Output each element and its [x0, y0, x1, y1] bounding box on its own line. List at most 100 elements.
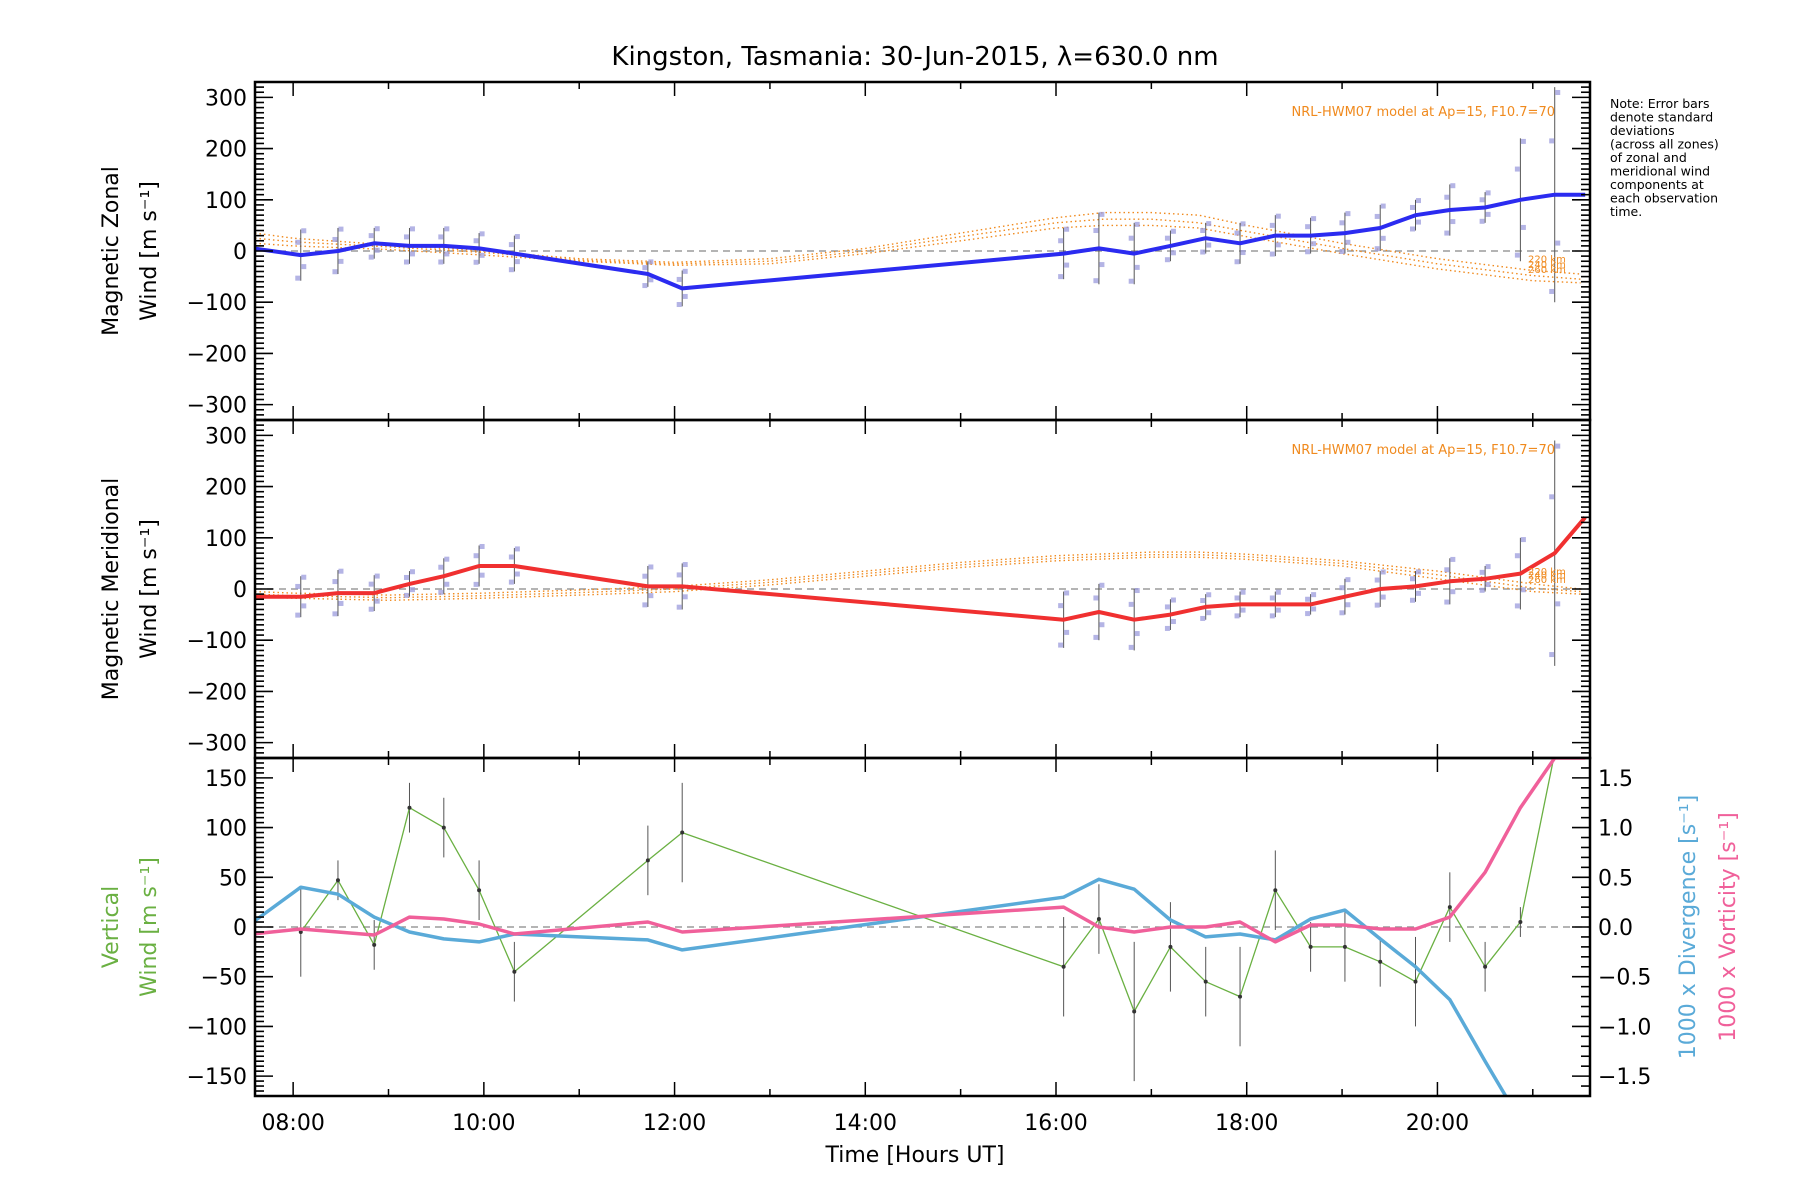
- zone-marker: [1311, 606, 1317, 612]
- data-point: [477, 888, 482, 893]
- chart-title: Kingston, Tasmania: 30-Jun-2015, λ=630.0…: [611, 42, 1218, 72]
- zone-marker: [1164, 235, 1170, 241]
- zone-marker: [514, 571, 520, 577]
- zone-marker: [1450, 589, 1456, 595]
- zone-marker: [1374, 213, 1380, 219]
- zone-marker: [642, 265, 648, 271]
- zone-marker: [1275, 589, 1281, 595]
- zone-marker: [1064, 590, 1070, 596]
- data-point: [1061, 964, 1066, 969]
- zone-marker: [1305, 596, 1311, 602]
- y2-tick-label: −0.5: [1598, 966, 1651, 991]
- y-tick-label: 300: [205, 424, 247, 449]
- zone-marker: [403, 592, 409, 598]
- zone-marker: [479, 572, 485, 578]
- zone-marker: [514, 546, 520, 552]
- zone-marker: [1520, 224, 1526, 230]
- zone-marker: [438, 259, 444, 265]
- y-tick-label: −100: [187, 1015, 247, 1040]
- zone-marker: [676, 276, 682, 282]
- y-tick-label: −150: [187, 1065, 247, 1090]
- zone-marker: [648, 277, 654, 283]
- zone-marker: [1555, 601, 1561, 607]
- zone-marker: [1520, 537, 1526, 543]
- zone-marker: [1099, 211, 1105, 217]
- data-point: [1518, 920, 1523, 925]
- zone-marker: [1206, 242, 1212, 248]
- zone-marker: [676, 572, 682, 578]
- y-tick-label: −100: [187, 291, 247, 316]
- y-tick-label: −200: [187, 680, 247, 705]
- data-point: [1132, 1009, 1137, 1014]
- model-height-label: 220 km: [1528, 255, 1566, 266]
- zone-marker: [1485, 582, 1491, 588]
- zone-marker: [438, 564, 444, 570]
- y-tick-label: 0: [233, 240, 247, 265]
- zone-marker: [438, 589, 444, 595]
- zone-marker: [1234, 613, 1240, 619]
- model-curve-240km: [255, 554, 1581, 599]
- zone-marker: [1269, 595, 1275, 601]
- y-axis-label: Wind [m s⁻¹]: [137, 181, 162, 321]
- zone-marker: [514, 259, 520, 265]
- zone-marker: [1409, 576, 1415, 582]
- zone-marker: [409, 226, 415, 232]
- series-line-1000-x-divergence: [255, 877, 1508, 1096]
- zone-marker: [508, 267, 514, 273]
- model-label: NRL-HWM07 model at Ap=15, F10.7=70: [1292, 443, 1556, 458]
- zone-marker: [338, 568, 344, 574]
- zone-marker: [1415, 569, 1421, 575]
- zone-marker: [332, 269, 338, 275]
- zone-marker: [368, 606, 374, 612]
- note-line: of zonal and: [1610, 150, 1687, 165]
- y-tick-label: −300: [187, 394, 247, 419]
- zone-marker: [301, 228, 307, 234]
- zone-marker: [409, 569, 415, 575]
- zone-marker: [1200, 249, 1206, 255]
- zone-marker: [1311, 216, 1317, 222]
- zone-marker: [1311, 241, 1317, 247]
- zone-marker: [682, 594, 688, 600]
- zone-marker: [1206, 592, 1212, 598]
- y-axis-label: Magnetic Meridional: [99, 478, 124, 700]
- x-tick-label: 12:00: [643, 1111, 706, 1136]
- data-point: [1378, 959, 1383, 964]
- zone-marker: [1450, 183, 1456, 189]
- zone-marker: [1549, 652, 1555, 658]
- zone-marker: [1305, 611, 1311, 617]
- zone-marker: [1234, 259, 1240, 265]
- divergence-axis-label: 1000 x Divergence [s⁻¹]: [1676, 795, 1701, 1059]
- zone-marker: [1514, 166, 1520, 172]
- zone-marker: [1345, 239, 1351, 245]
- x-tick-label: 08:00: [261, 1111, 324, 1136]
- zone-marker: [1520, 138, 1526, 144]
- y-axis-label: Magnetic Zonal: [99, 166, 124, 336]
- model-height-label: 260 km: [1528, 265, 1566, 276]
- model-label: NRL-HWM07 model at Ap=15, F10.7=70: [1292, 105, 1556, 120]
- zone-marker: [1240, 589, 1246, 595]
- zone-marker: [682, 268, 688, 274]
- zone-marker: [444, 556, 450, 562]
- data-point: [1203, 979, 1208, 984]
- zone-marker: [1549, 138, 1555, 144]
- data-point: [512, 969, 517, 974]
- zone-marker: [1311, 592, 1317, 598]
- zone-marker: [1555, 89, 1561, 95]
- zone-marker: [1520, 587, 1526, 593]
- zone-marker: [682, 562, 688, 568]
- y-tick-label: 0: [233, 578, 247, 603]
- data-point: [441, 825, 446, 830]
- y-axis-label: Vertical: [99, 886, 124, 968]
- zone-marker: [301, 603, 307, 609]
- plot-area-vertical: [255, 758, 1586, 1096]
- zone-marker: [1450, 219, 1456, 225]
- zone-marker: [1339, 249, 1345, 255]
- zone-marker: [1240, 250, 1246, 256]
- zone-marker: [1164, 257, 1170, 263]
- x-tick-label: 20:00: [1406, 1111, 1469, 1136]
- data-point: [1413, 979, 1418, 984]
- zone-marker: [1444, 567, 1450, 573]
- zone-marker: [508, 554, 514, 560]
- zone-marker: [295, 239, 301, 245]
- zone-marker: [1269, 613, 1275, 619]
